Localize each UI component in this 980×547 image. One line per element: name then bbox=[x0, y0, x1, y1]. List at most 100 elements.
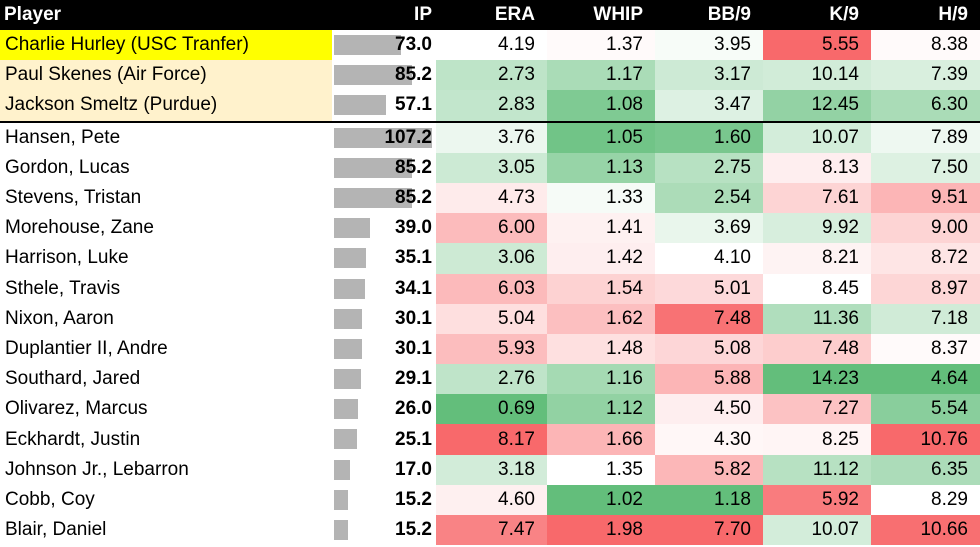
ip-value: 30.1 bbox=[395, 337, 432, 359]
table-row: Jackson Smeltz (Purdue) 57.1 2.83 1.08 3.47 1… bbox=[0, 90, 980, 123]
ip-data-bar bbox=[334, 127, 432, 148]
whip-cell: 1.54 bbox=[547, 273, 655, 304]
table-row: Eckhardt, Justin 25.1 8.17 1.66 4.30 8.25 10.7… bbox=[0, 424, 980, 455]
player-name-cell: Eckhardt, Justin bbox=[5, 428, 141, 450]
ip-cell: 15.2 bbox=[332, 515, 436, 545]
whip-cell: 1.62 bbox=[547, 303, 655, 334]
whip-cell: 1.35 bbox=[547, 454, 655, 485]
h9-cell: 5.54 bbox=[871, 394, 980, 425]
h9-cell: 6.35 bbox=[871, 454, 980, 485]
ip-data-bar bbox=[334, 65, 412, 86]
bb9-cell: 5.82 bbox=[655, 454, 763, 485]
player-name-cell: Olivarez, Marcus bbox=[5, 398, 148, 420]
ip-cell: 25.1 bbox=[332, 424, 436, 454]
player-name-cell: Jackson Smeltz (Purdue) bbox=[0, 90, 332, 123]
bb9-cell: 3.69 bbox=[655, 213, 763, 244]
bb9-cell: 4.10 bbox=[655, 243, 763, 274]
whip-cell: 1.17 bbox=[547, 60, 655, 91]
k9-cell: 9.92 bbox=[763, 213, 871, 244]
ip-value: 85.2 bbox=[395, 64, 432, 86]
whip-cell: 1.37 bbox=[547, 30, 655, 61]
h9-cell: 6.30 bbox=[871, 90, 980, 123]
player-name-cell: Stevens, Tristan bbox=[5, 187, 142, 209]
ip-data-bar bbox=[334, 308, 362, 329]
player-name-cell: Duplantier II, Andre bbox=[5, 337, 168, 359]
ip-value: 39.0 bbox=[395, 217, 432, 239]
player-name-cell: Johnson Jr., Lebarron bbox=[5, 458, 189, 480]
ip-cell: 73.0 bbox=[332, 30, 436, 60]
table-row: Cobb, Coy 15.2 4.60 1.02 1.18 5.92 8.29 bbox=[0, 484, 980, 515]
h9-cell: 8.37 bbox=[871, 333, 980, 365]
h9-cell: 10.66 bbox=[871, 515, 980, 546]
header-row: Player IP ERA WHIP BB/9 K/9 H/9 bbox=[0, 0, 980, 30]
ip-data-bar bbox=[334, 338, 362, 359]
ip-value: 85.2 bbox=[395, 156, 432, 178]
player-name-cell: Sthele, Travis bbox=[5, 277, 121, 299]
ip-cell: 34.1 bbox=[332, 274, 436, 304]
h9-cell: 7.89 bbox=[871, 121, 980, 153]
k9-cell: 12.45 bbox=[763, 90, 871, 123]
ip-cell: 85.2 bbox=[332, 183, 436, 213]
h9-cell: 9.00 bbox=[871, 213, 980, 244]
era-cell: 6.03 bbox=[436, 273, 547, 304]
h9-cell: 8.72 bbox=[871, 243, 980, 274]
player-name-cell: Charlie Hurley (USC Tranfer) bbox=[0, 30, 332, 61]
column-header-player: Player bbox=[0, 0, 332, 30]
player-name-cell: Morehouse, Zane bbox=[5, 217, 154, 239]
ip-cell: 15.2 bbox=[332, 485, 436, 515]
era-cell: 4.19 bbox=[436, 30, 547, 61]
column-header-whip: WHIP bbox=[547, 0, 655, 30]
ip-data-bar bbox=[334, 429, 357, 450]
player-name-cell: Cobb, Coy bbox=[5, 488, 95, 510]
ip-value: 29.1 bbox=[395, 368, 432, 390]
h9-cell: 8.97 bbox=[871, 273, 980, 304]
ip-value: 30.1 bbox=[395, 307, 432, 329]
whip-cell: 1.08 bbox=[547, 90, 655, 123]
ip-cell: 30.1 bbox=[332, 304, 436, 334]
table-row: Gordon, Lucas 85.2 3.05 1.13 2.75 8.13 7.50 bbox=[0, 152, 980, 183]
ip-value: 15.2 bbox=[395, 519, 432, 541]
bb9-cell: 5.88 bbox=[655, 364, 763, 395]
era-cell: 2.73 bbox=[436, 60, 547, 91]
h9-cell: 4.64 bbox=[871, 364, 980, 395]
k9-cell: 8.25 bbox=[763, 424, 871, 455]
h9-cell: 7.39 bbox=[871, 60, 980, 91]
player-name-cell: Southard, Jared bbox=[5, 368, 141, 390]
bb9-cell: 3.47 bbox=[655, 90, 763, 123]
bb9-cell: 5.08 bbox=[655, 333, 763, 365]
ip-cell: 85.2 bbox=[332, 153, 436, 183]
table-row: Harrison, Luke 35.1 3.06 1.42 4.10 8.21 8.72 bbox=[0, 243, 980, 274]
whip-cell: 1.05 bbox=[547, 121, 655, 153]
k9-cell: 5.55 bbox=[763, 30, 871, 61]
k9-cell: 14.23 bbox=[763, 364, 871, 395]
ip-cell: 29.1 bbox=[332, 364, 436, 394]
ip-data-bar bbox=[334, 520, 348, 540]
player-name-cell: Gordon, Lucas bbox=[5, 156, 130, 178]
player-name-cell: Blair, Daniel bbox=[5, 519, 107, 541]
table-row: Sthele, Travis 34.1 6.03 1.54 5.01 8.45 8.97 bbox=[0, 273, 980, 304]
whip-cell: 1.66 bbox=[547, 424, 655, 455]
era-cell: 4.60 bbox=[436, 484, 547, 515]
whip-cell: 1.98 bbox=[547, 515, 655, 546]
bb9-cell: 7.48 bbox=[655, 303, 763, 334]
bb9-cell: 1.18 bbox=[655, 484, 763, 515]
ip-cell: 39.0 bbox=[332, 213, 436, 243]
ip-value: 73.0 bbox=[395, 34, 432, 56]
era-cell: 3.06 bbox=[436, 243, 547, 274]
era-cell: 3.18 bbox=[436, 454, 547, 485]
k9-cell: 7.48 bbox=[763, 333, 871, 365]
era-cell: 2.83 bbox=[436, 90, 547, 123]
whip-cell: 1.13 bbox=[547, 152, 655, 183]
player-name-cell: Hansen, Pete bbox=[5, 126, 121, 148]
whip-cell: 1.16 bbox=[547, 364, 655, 395]
table-row: Blair, Daniel 15.2 7.47 1.98 7.70 10.07 10.66 bbox=[0, 515, 980, 546]
ip-value: 15.2 bbox=[395, 488, 432, 510]
h9-cell: 8.29 bbox=[871, 484, 980, 515]
ip-value: 35.1 bbox=[395, 247, 432, 269]
table-row: Olivarez, Marcus 26.0 0.69 1.12 4.50 7.27 5.54 bbox=[0, 394, 980, 425]
bb9-cell: 3.95 bbox=[655, 30, 763, 61]
bb9-cell: 4.30 bbox=[655, 424, 763, 455]
whip-cell: 1.02 bbox=[547, 484, 655, 515]
whip-cell: 1.42 bbox=[547, 243, 655, 274]
